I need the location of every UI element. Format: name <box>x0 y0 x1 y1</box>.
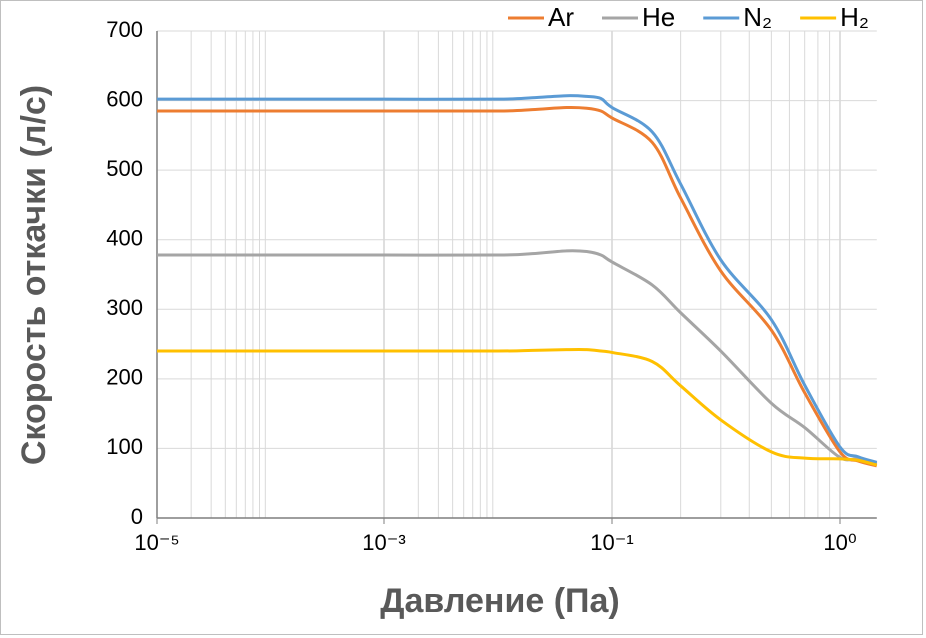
y-tick-label: 700 <box>106 17 143 42</box>
series-line <box>156 249 878 466</box>
series-line <box>156 94 878 464</box>
y-tick-label: 0 <box>131 504 143 529</box>
series-line <box>157 105 878 468</box>
y-tick-label: 500 <box>106 156 143 181</box>
y-tick-label: 600 <box>106 86 143 111</box>
legend-label: He <box>642 2 675 32</box>
y-tick-label: 200 <box>106 365 143 390</box>
legend-label: H₂ <box>840 2 869 32</box>
y-tick-label: 300 <box>106 295 143 320</box>
x-tick-label: 10⁻¹ <box>590 530 633 555</box>
y-tick-label: 400 <box>106 226 143 251</box>
legend-label: Ar <box>548 2 574 32</box>
x-tick-label: 10⁻⁵ <box>134 530 179 555</box>
x-tick-label: 10⁻³ <box>362 530 405 555</box>
legend-label: N₂ <box>743 2 772 32</box>
x-tick-label: 10⁰ <box>823 530 856 555</box>
y-tick-label: 100 <box>106 434 143 459</box>
series-line <box>157 348 878 467</box>
x-axis-title: Давление (Па) <box>380 582 619 620</box>
y-axis-title: Скорость откачки (л/с) <box>15 85 53 465</box>
